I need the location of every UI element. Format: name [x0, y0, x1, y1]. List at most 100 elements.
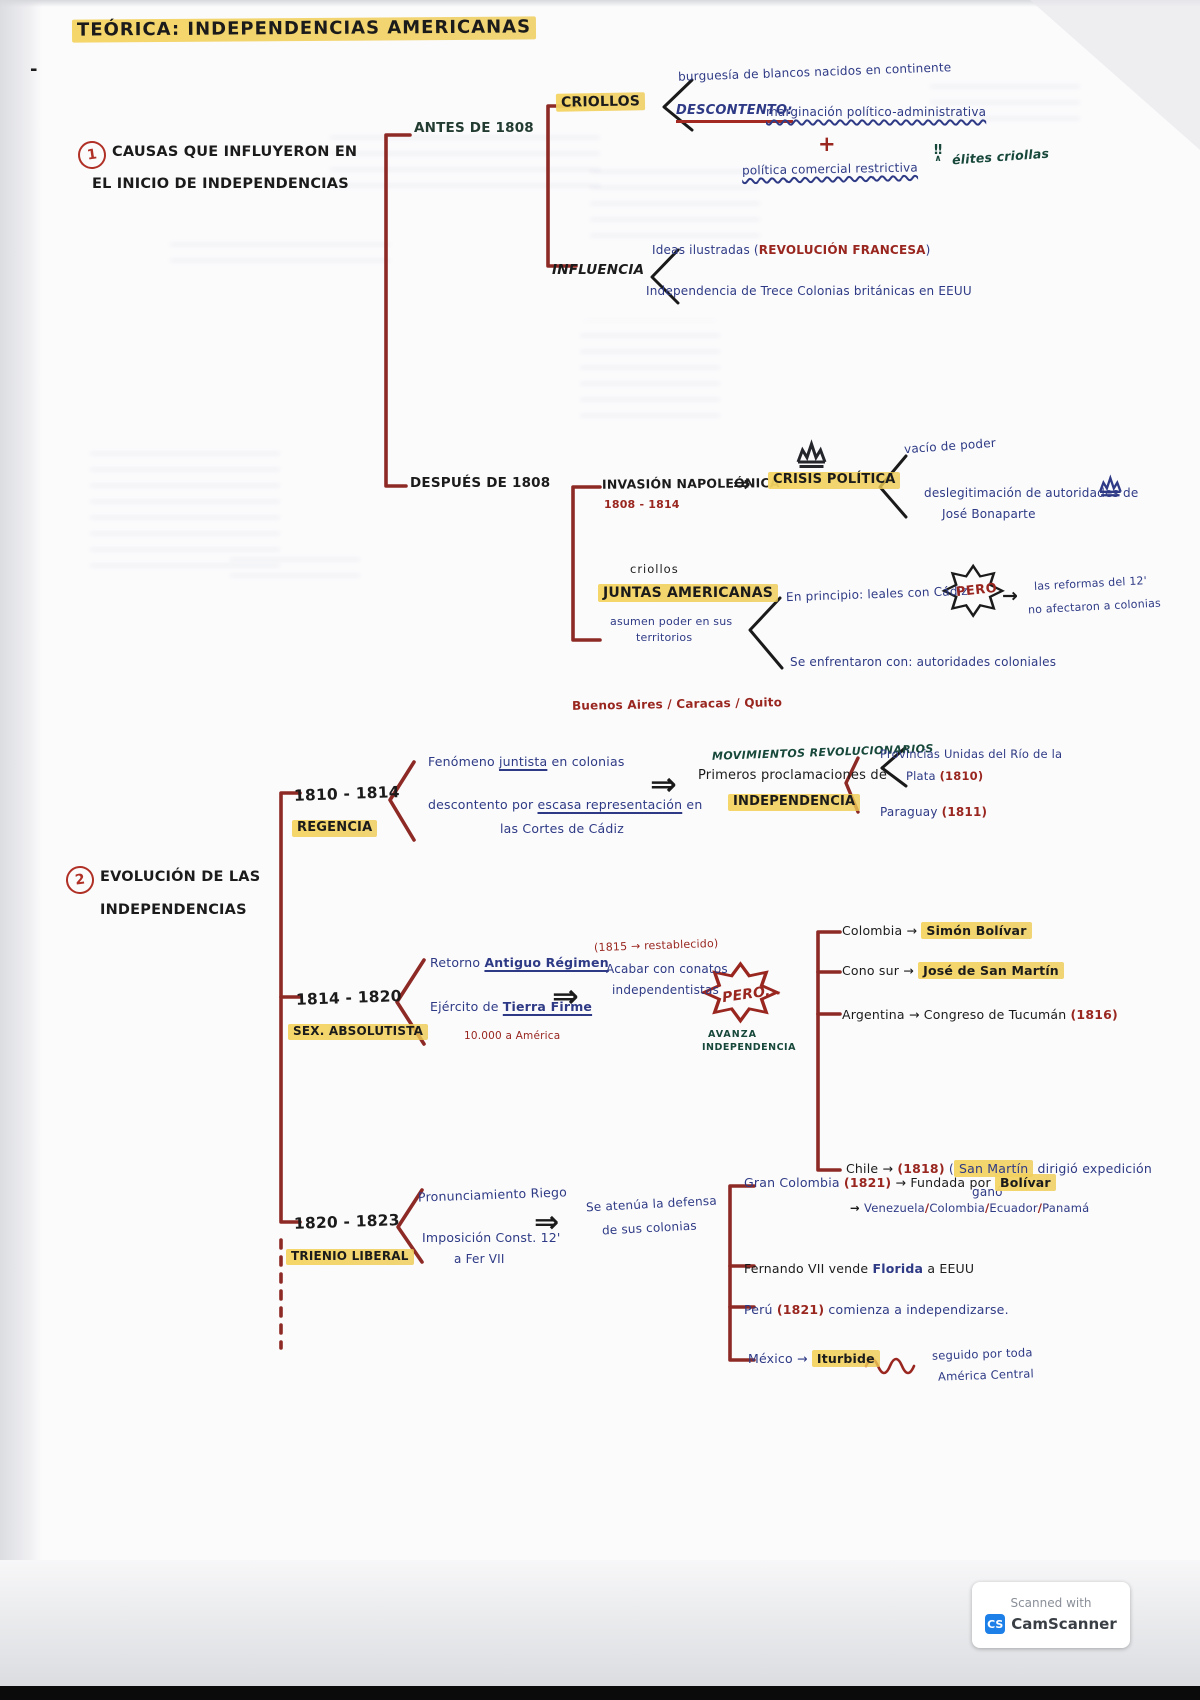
- iturbide-highlight: Iturbide: [811, 1350, 880, 1367]
- argentina-year: (1816): [1070, 1007, 1118, 1022]
- criollos-definition: burguesía de blancos nacidos en continen…: [677, 60, 952, 84]
- influencia-item1: Ideas ilustradas (REVOLUCIÓN FRANCESA): [652, 243, 931, 258]
- crisis-item1: vacío de poder: [903, 435, 997, 457]
- regencia-arrow: ⇒: [650, 765, 678, 803]
- bleed-through-smudge: [90, 440, 280, 580]
- regencia-cause2-post: en: [682, 797, 703, 812]
- outcome1-plata: Plata: [906, 769, 940, 783]
- pero-arrow: →: [1002, 585, 1019, 607]
- scan-edge-left: [0, 0, 42, 1700]
- peru-pre: Perú: [744, 1302, 777, 1317]
- influencia-item2: Independencia de Trece Colonias británic…: [646, 284, 972, 298]
- stray-dash-mark: -: [30, 59, 38, 80]
- node-criollos: CRIOLLOS: [555, 92, 646, 112]
- scan-bottom-bar: [0, 1686, 1200, 1700]
- section2-number: 2: [64, 864, 96, 896]
- florida-pre: Fernando VII vende: [744, 1261, 873, 1276]
- trienio-result-line2: de sus colonias: [601, 1218, 698, 1238]
- reform-note-line2: no afectaron a colonias: [1027, 596, 1162, 617]
- bleed-through-smudge: [330, 130, 600, 200]
- regencia-result-line: Primeros proclamaciones de: [698, 768, 888, 783]
- absolutista-cause2: Ejército de Tierra Firme: [430, 999, 593, 1014]
- outcome-argentina: Argentina → Congreso de Tucumán (1816): [842, 1007, 1118, 1022]
- chile-san-martin-highlight: San Martín: [954, 1160, 1034, 1177]
- outcome-gran-colombia-countries: → Venezuela/Colombia/Ecuador/Panamá: [850, 1201, 1090, 1215]
- trienio-cause2-line1: Imposición Const. 12': [422, 1230, 561, 1245]
- country-panama: Panamá: [1042, 1201, 1090, 1215]
- regencia-cause1-post: en colonias: [547, 754, 625, 769]
- outcome-colombia: Colombia → Simón Bolívar: [842, 922, 1032, 939]
- descontento-label: DESCONTENTO:: [676, 103, 793, 123]
- peru-post: comienza a independizarse.: [824, 1302, 1009, 1317]
- node-crisis-politica: CRISIS POLÍTICA: [768, 472, 901, 489]
- chile-year: (1818): [897, 1161, 945, 1176]
- regencia-outcome1-line2: Plata (1810): [906, 769, 983, 783]
- regencia-outcome2: Paraguay (1811): [880, 805, 987, 820]
- absolutista-cause2-pre: Ejército de: [430, 999, 503, 1014]
- crown-doodle-icon: [796, 439, 827, 468]
- regencia-cause2-line1: descontento por escasa representación en: [428, 797, 703, 812]
- elites-bangs: ‼: [934, 143, 943, 158]
- plus-sign: +: [818, 132, 836, 156]
- period-1820-1823: 1820 - 1823: [293, 1211, 400, 1233]
- scan-edge-top: [0, 0, 1200, 7]
- section2-title-line1: EVOLUCIÓN DE LAS: [100, 869, 261, 885]
- bleed-through-smudge: [170, 235, 390, 275]
- simon-bolivar-highlight: Simón Bolívar: [921, 922, 1032, 939]
- juntas-subnote1: asumen poder en sus: [610, 615, 733, 628]
- crisis-item2b: José Bonaparte: [942, 507, 1036, 521]
- section1-number-text: 1: [86, 146, 98, 164]
- scanned-with-label: Scanned with: [1010, 1596, 1092, 1610]
- reform-note-line1: las reformas del 12': [1033, 574, 1148, 593]
- crisis-item2a: deslegitimación de autoridades de: [924, 486, 1139, 500]
- absolutista-cause2-note: 10.000 a América: [464, 1030, 561, 1042]
- absolutista-note-1815: (1815 → restablecido): [593, 936, 719, 955]
- tierra-firme-underlined: Tierra Firme: [502, 999, 593, 1014]
- antiguo-regimen-underlined: Antiguo Régimen: [484, 955, 609, 970]
- absolutista-result-line1: Acabar con conatos: [606, 962, 728, 976]
- peru-year: (1821): [776, 1302, 825, 1317]
- pero2-bubble-text: PERO...: [721, 981, 783, 1007]
- country-sep: /: [984, 1201, 990, 1215]
- page-title: TEÓRICA: INDEPENDENCIAS AMERICANAS: [71, 16, 537, 43]
- invasion-dates: 1808 - 1814: [604, 498, 680, 511]
- florida-name: Florida: [872, 1261, 924, 1276]
- node-invasion-napoleonica: INVASIÓN NAPOLEÓNICA: [601, 475, 780, 492]
- label-sexenio-absolutista: SEX. ABSOLUTISTA: [288, 1024, 429, 1040]
- mexico-pre: México →: [748, 1351, 812, 1366]
- absolutista-result-line2: independentistas: [612, 983, 719, 997]
- branch-despues-1808: DESPUÉS DE 1808: [410, 475, 551, 491]
- camscanner-name: CamScanner: [1011, 1615, 1117, 1633]
- bleed-through-smudge: [590, 160, 760, 250]
- absolutista-cause1: Retorno Antiguo Régimen: [430, 955, 609, 970]
- elites-exclamation-mark: ‼ ∧: [934, 143, 943, 164]
- influencia-item1-post: ): [925, 243, 931, 257]
- chile-mid: (: [944, 1161, 954, 1176]
- regencia-cause1-pre: Fenómeno: [428, 754, 499, 769]
- period-1814-1820: 1814 - 1820: [295, 987, 402, 1009]
- country-colombia: Colombia: [929, 1201, 985, 1215]
- outcome-cono-sur: Cono sur → José de San Martín: [842, 962, 1064, 979]
- node-influencia: INFLUENCIA: [552, 262, 645, 278]
- countries-arrow: →: [850, 1201, 865, 1215]
- revolucion-francesa: REVOLUCIÓN FRANCESA: [758, 243, 926, 257]
- branch-antes-1808: ANTES DE 1808: [414, 120, 534, 136]
- section1-number: 1: [76, 139, 108, 171]
- gran-colombia-mid: → Fundada por: [891, 1175, 995, 1190]
- juntas-pre-label: criollos: [630, 562, 679, 576]
- camscanner-logo-icon: CS: [985, 1614, 1006, 1634]
- juntas-item1: En principio: leales con Cádiz: [785, 583, 968, 605]
- bleed-through-smudge: [580, 320, 720, 430]
- mexico-note-line2: América Central: [937, 1366, 1035, 1384]
- descontento-item1: marginación político-administrativa: [766, 105, 987, 119]
- regencia-cause2-line2: las Cortes de Cádiz: [500, 821, 624, 836]
- trienio-result-line1: Se atenúa la defensa: [585, 1193, 718, 1215]
- florida-post: a EEUU: [923, 1261, 975, 1276]
- outcome-chile-line2: ganó: [972, 1185, 1003, 1199]
- label-regencia: REGENCIA: [292, 820, 378, 837]
- trienio-arrow: ⇒: [534, 1205, 560, 1240]
- trienio-cause1: Pronunciamiento Riego: [417, 1184, 568, 1205]
- camscanner-watermark: Scanned with CS CamScanner: [972, 1582, 1130, 1648]
- avanza-line2: INDEPENDENCIA: [702, 1042, 796, 1053]
